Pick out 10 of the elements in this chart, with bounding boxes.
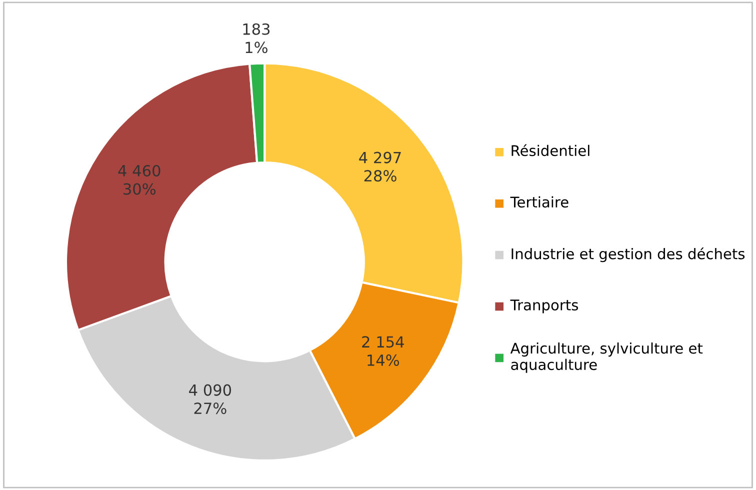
data-label: 4 460 30% (118, 164, 160, 195)
legend-label: Agriculture, sylviculture et aquaculture (510, 342, 703, 373)
data-label: 2 154 14% (362, 336, 404, 366)
legend-label: Résidentiel (512, 144, 590, 156)
data-label: 4 297 28% (359, 152, 401, 182)
data-label: 183 1% (243, 23, 270, 54)
legend-label: Tranports (510, 300, 578, 314)
data-label: 4 090 27% (189, 384, 232, 414)
legend-label: Industrie et gestion des déchets (512, 247, 745, 262)
legend-label: Tertiaire (510, 196, 568, 208)
